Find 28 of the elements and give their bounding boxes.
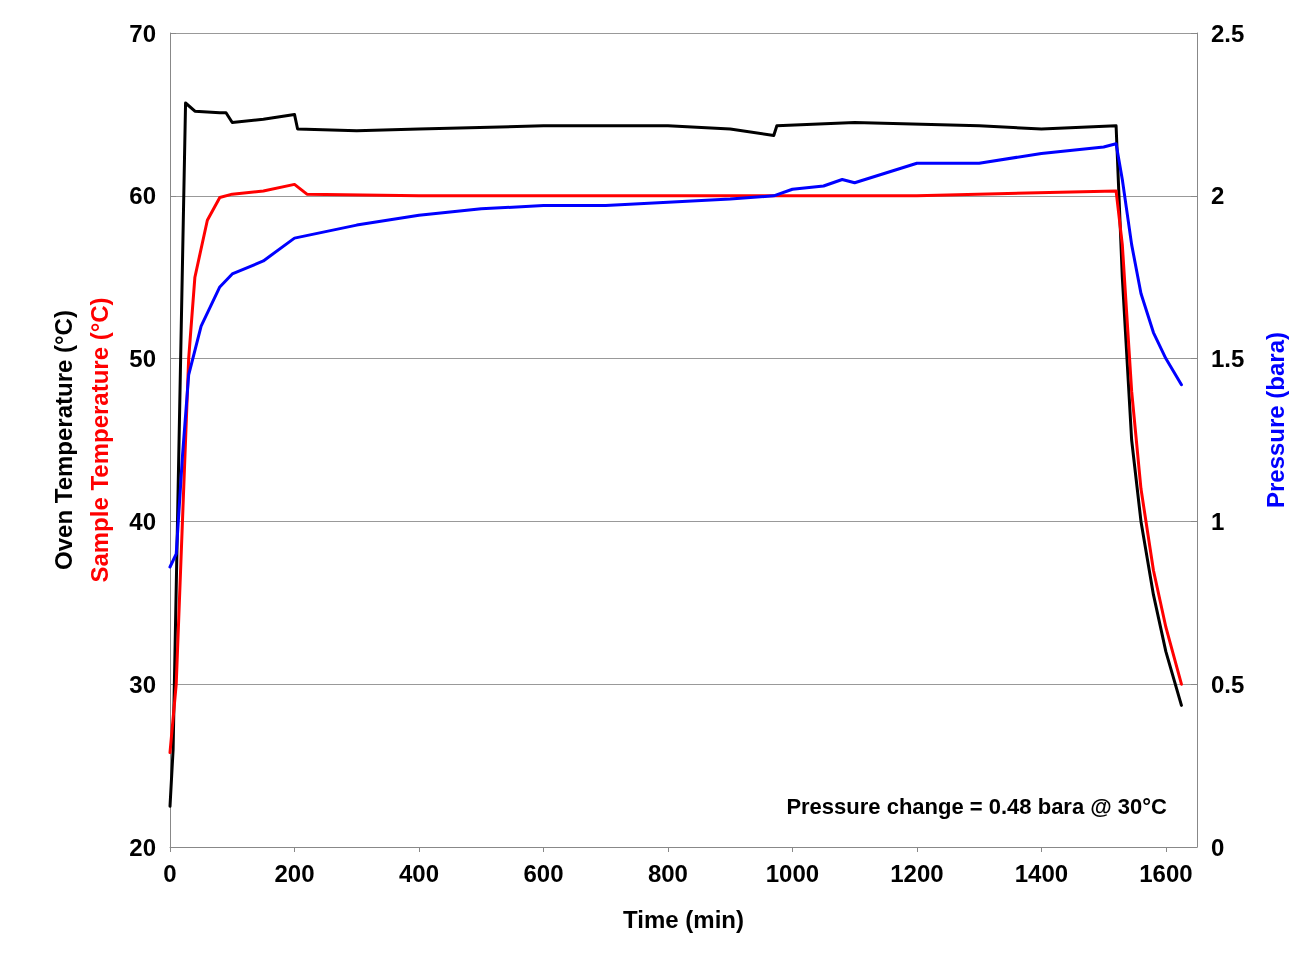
y-tick-label: 50 (129, 345, 156, 373)
x-tick-label: 800 (647, 859, 688, 887)
y-axis-title: Oven Temperature (°C) (49, 310, 77, 570)
y2-tick-label: 1.5 (1211, 345, 1245, 373)
y2-tick-label: 0 (1211, 833, 1225, 861)
x-axis-title: Time (min) (623, 905, 744, 933)
x-tick-label: 200 (274, 859, 315, 887)
y2-tick-label: 2 (1211, 182, 1225, 210)
y-tick-label: 60 (129, 182, 156, 210)
line-series (168, 142, 1183, 569)
x-tick-label: 1600 (1139, 859, 1193, 887)
text: Sample Temperature (°C) (85, 297, 113, 583)
y2-tick-label: 2.5 (1211, 19, 1245, 47)
x-tick-label: 600 (523, 859, 564, 887)
y-tick-label: 70 (129, 19, 156, 47)
x-tick-label: 1200 (890, 859, 944, 887)
line-series (168, 182, 1183, 755)
annotation: Pressure change = 0.48 bara @ 30°C (786, 793, 1168, 819)
x-tick-label: 400 (398, 859, 439, 887)
y2-tick-label: 0.5 (1211, 670, 1245, 698)
x-tick-label: 1400 (1014, 859, 1069, 887)
y2-tick-label: 1 (1211, 507, 1225, 535)
x-tick-label: 0 (163, 859, 177, 887)
y-tick-label: 40 (129, 507, 156, 535)
y2-axis-title: Pressure (bara) (1261, 331, 1289, 509)
y-tick-label: 30 (129, 670, 156, 698)
y-tick-label: 20 (129, 833, 156, 861)
x-tick-label: 1000 (765, 859, 820, 887)
